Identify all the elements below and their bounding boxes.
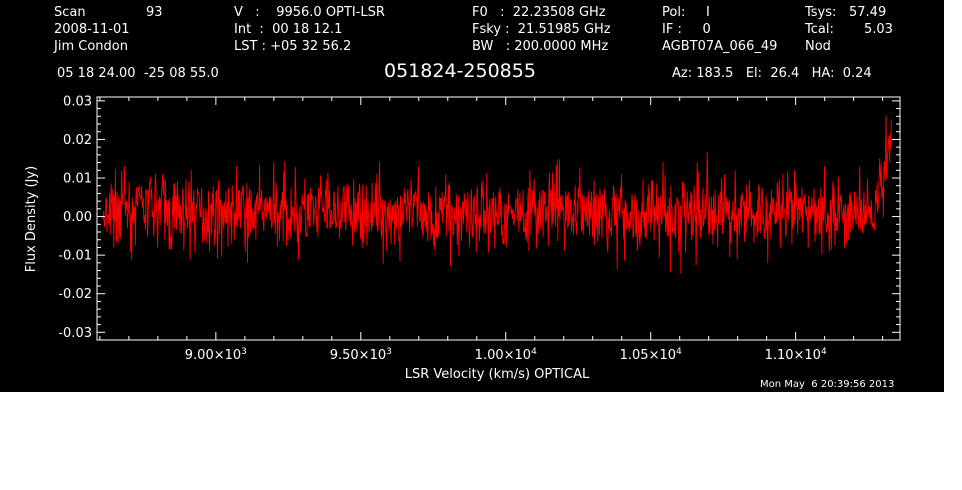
rest-frequency: F0 : 22.23508 GHz — [472, 5, 606, 20]
y-tick-label: 0.00 — [63, 210, 92, 225]
y-tick-label: -0.02 — [58, 287, 92, 302]
switching-mode: Nod — [805, 39, 831, 54]
y-tick-label: -0.03 — [58, 326, 92, 341]
project-id: AGBT07A_066_49 — [662, 39, 778, 54]
plot-timestamp: Mon May 6 20:39:56 2013 — [760, 379, 895, 390]
spectrum-chart: -0.03 -0.02 -0.01 0.00 0.01 0.02 0.03 9.00×103 9… — [24, 94, 901, 382]
source-coordinates: 05 18 24.00 -25 08 55.0 — [57, 66, 219, 81]
x-tick-label: 1.10×104 — [765, 347, 827, 363]
x-tick-label: 9.00×103 — [185, 347, 247, 363]
plot-frame — [96, 96, 901, 341]
tcal-value: 5.03 — [864, 22, 893, 37]
x-tick-label: 9.50×103 — [330, 347, 392, 363]
polarization: Pol: I — [662, 5, 710, 20]
scan-label: Scan — [54, 5, 86, 20]
spectrum-trace — [102, 115, 892, 274]
sky-frequency: Fsky : 21.51985 GHz — [472, 22, 611, 37]
x-axis-label: LSR Velocity (km/s) OPTICAL — [405, 367, 590, 382]
y-tick-label: 0.03 — [63, 94, 92, 109]
x-tick-label: 1.00×104 — [475, 347, 537, 363]
bandwidth: BW : 200.0000 MHz — [472, 39, 609, 54]
spectrum-panel: Scan 93 2008-11-01 Jim Condon V : 9956.0… — [0, 0, 944, 392]
tsys-label: Tsys: — [805, 5, 837, 20]
source-name: 051824-250855 — [384, 60, 536, 82]
scan-number: 93 — [146, 5, 163, 20]
tcal-label: Tcal: — [805, 22, 834, 37]
y-tick-label: -0.01 — [58, 249, 92, 264]
observer-name: Jim Condon — [54, 39, 128, 54]
y-axis-label: Flux Density (Jy) — [24, 166, 39, 272]
y-tick-label: 0.02 — [63, 133, 92, 148]
lst-info: LST : +05 32 56.2 — [234, 39, 352, 54]
if-number: IF : 0 — [662, 22, 711, 37]
observation-date: 2008-11-01 — [54, 22, 130, 37]
y-tick-label: 0.01 — [63, 172, 92, 187]
az-el-ha: Az: 183.5 El: 26.4 HA: 0.24 — [672, 66, 872, 81]
integration-time: Int : 00 18 12.1 — [234, 22, 343, 37]
tsys-value: 57.49 — [849, 5, 887, 20]
x-tick-label: 1.05×104 — [620, 347, 682, 363]
velocity-info: V : 9956.0 OPTI-LSR — [234, 5, 385, 20]
